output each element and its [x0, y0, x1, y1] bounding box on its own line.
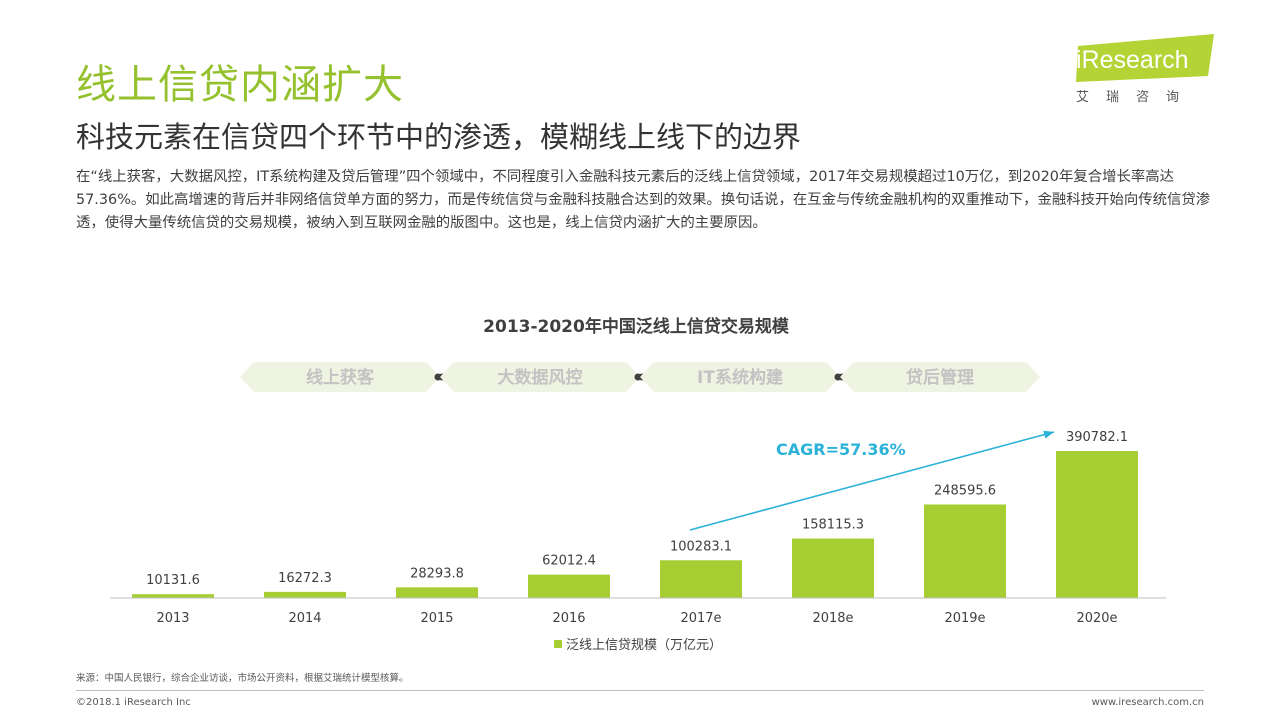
cagr-arrow-head — [1043, 430, 1054, 439]
data-label: 62012.4 — [542, 554, 596, 569]
footer-divider — [76, 690, 1204, 691]
chart-title: 2013-2020年中国泛线上信贷交易规模 — [483, 317, 789, 337]
website-link: www.iresearch.com.cn — [1091, 697, 1204, 708]
x-tick-label: 2018e — [812, 611, 853, 626]
x-tick-label: 2014 — [288, 611, 321, 626]
x-tick-label: 2019e — [944, 611, 985, 626]
logo-cn-text: 艾瑞咨询 — [1076, 90, 1197, 105]
logo-wordmark: iResearch — [1076, 46, 1189, 74]
data-label: 248595.6 — [934, 483, 996, 498]
data-label: 158115.3 — [802, 518, 864, 533]
data-label: 28293.8 — [410, 566, 464, 581]
process-step-label: 贷后管理 — [906, 367, 974, 388]
cagr-arrow-line — [689, 431, 1055, 531]
process-step-shape — [640, 362, 840, 392]
process-connector-dot — [634, 373, 642, 381]
data-label: 10131.6 — [146, 573, 200, 588]
x-tick-label: 2015 — [420, 611, 453, 626]
bar — [396, 587, 478, 598]
bar — [528, 574, 610, 598]
x-tick-label: 2017e — [680, 611, 721, 626]
data-label: 100283.1 — [670, 539, 732, 554]
bar — [792, 538, 874, 598]
x-tick-label: 2020e — [1076, 611, 1117, 626]
bar — [924, 504, 1006, 598]
data-label: 390782.1 — [1066, 430, 1128, 445]
page-title: 线上信贷内涵扩大 — [76, 62, 404, 108]
page-subtitle: 科技元素在信贷四个环节中的渗透，模糊线上线下的边界 — [76, 120, 802, 154]
bar — [132, 594, 214, 598]
source-note: 来源：中国人民银行，综合企业访谈，市场公开资料，根据艾瑞统计模型核算。 — [76, 673, 409, 684]
process-step-label: 线上获客 — [306, 367, 375, 388]
process-step-shape — [440, 362, 640, 392]
process-step-shape — [840, 362, 1040, 392]
legend-swatch — [554, 640, 562, 648]
x-tick-label: 2016 — [552, 611, 585, 626]
cagr-annotation: CAGR=57.36% — [776, 440, 906, 459]
copyright: ©2018.1 iResearch Inc — [76, 697, 191, 708]
process-connector-dot — [834, 373, 842, 381]
process-step-label: IT系统构建 — [697, 367, 783, 388]
iresearch-logo: iResearch 艾瑞咨询 — [1068, 32, 1218, 110]
process-step-label: 大数据风控 — [498, 367, 583, 388]
process-step-shape — [240, 362, 440, 392]
bar — [1056, 451, 1138, 598]
x-tick-label: 2013 — [156, 611, 189, 626]
process-connector-dot — [434, 373, 442, 381]
bar — [660, 560, 742, 598]
data-label: 16272.3 — [278, 571, 332, 586]
bar — [264, 591, 346, 598]
intro-paragraph: 在“线上获客，大数据风控，IT系统构建及贷后管理”四个领域中，不同程度引入金融科… — [76, 169, 1211, 231]
legend-label: 泛线上信贷规模（万亿元） — [566, 638, 722, 653]
